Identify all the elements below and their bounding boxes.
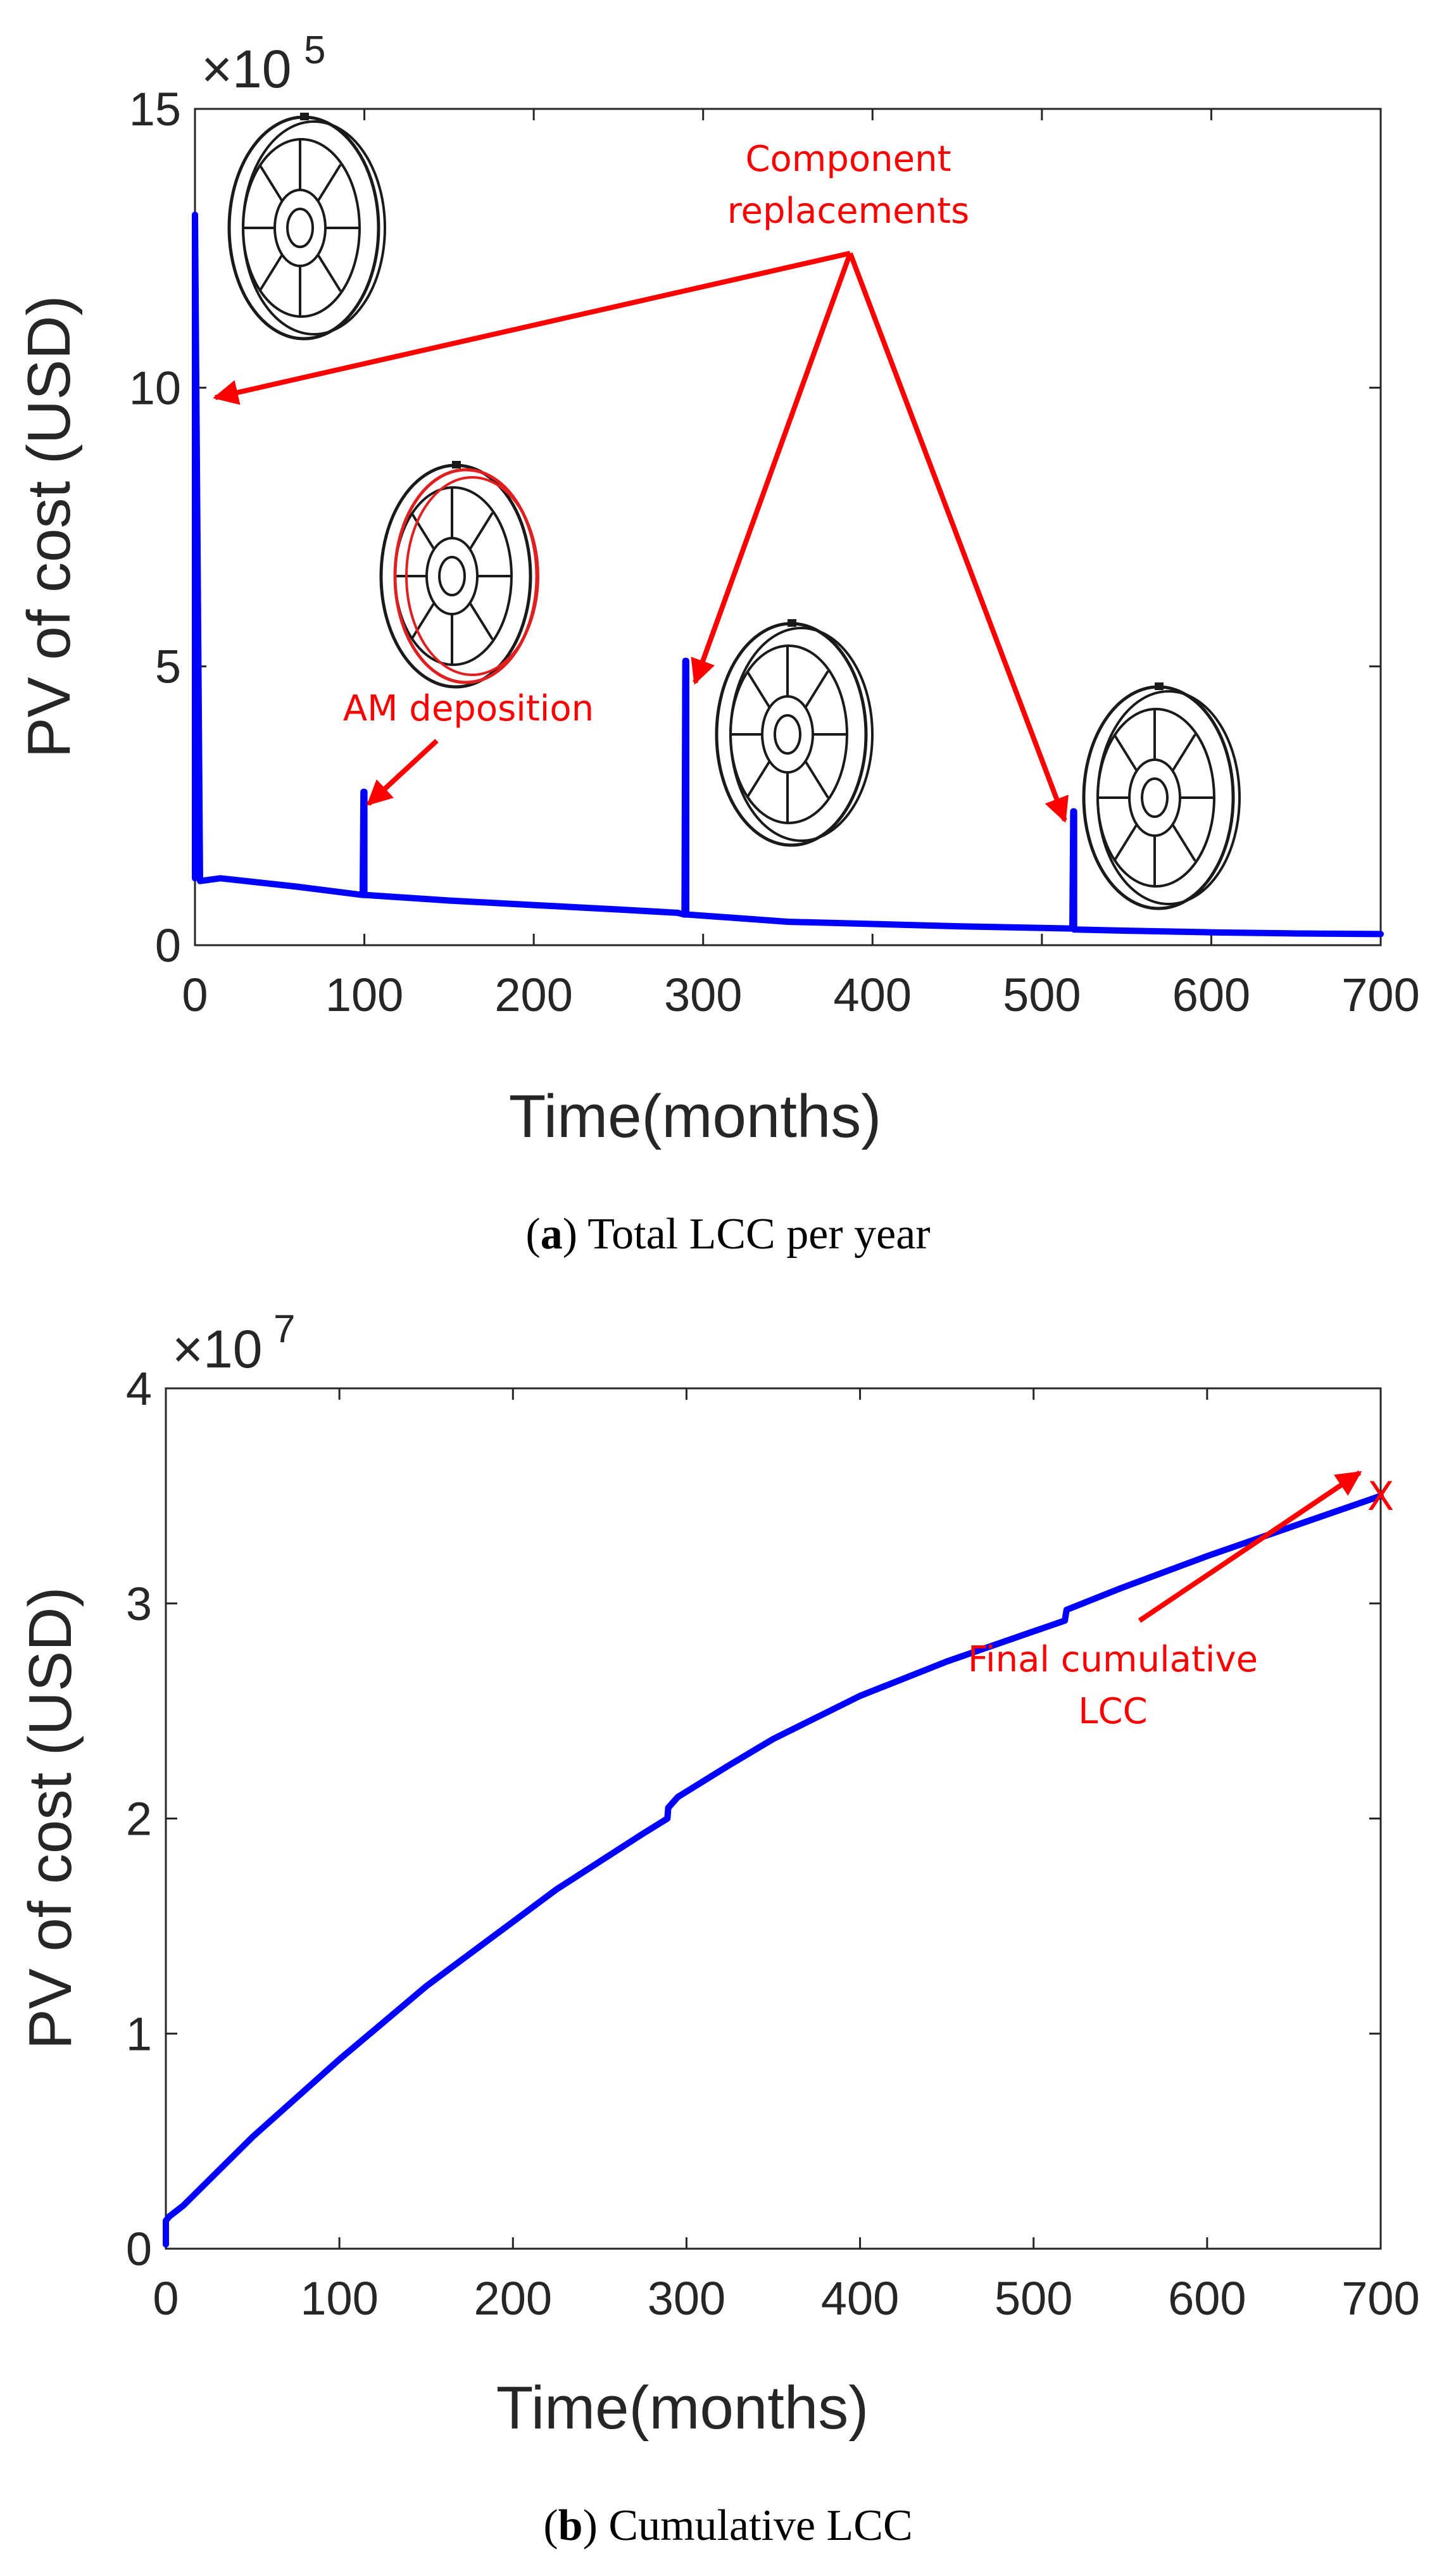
x-axis-label-a: Time(months)	[509, 1083, 882, 1150]
annotation-component-line2: replacements	[727, 191, 970, 232]
y-axis-label-a: PV of cost (USD)	[15, 296, 83, 758]
y-tick-label: 10	[129, 361, 181, 414]
wheel-illustration-icon	[229, 113, 385, 339]
y-tick-label: 4	[126, 1362, 152, 1415]
x-tick-label: 300	[648, 2272, 725, 2325]
y-exponent-base-b: ×10	[172, 1319, 263, 1379]
plot-frame-b	[165, 1387, 1382, 2250]
x-tick-label: 500	[995, 2272, 1072, 2325]
x-ticks-a: 0 100 200 300 400 500 600 700	[182, 109, 1420, 1021]
x-tick-label: 500	[1003, 969, 1081, 1021]
y-axis-label-b: PV of cost (USD)	[16, 1587, 84, 2050]
arrow-to-first-replacement	[213, 251, 851, 405]
y-ticks-b: 0 1 2 3 4	[126, 1362, 1381, 2275]
caption-b: (b) Cumulative LCC	[543, 2501, 912, 2550]
y-tick-label: 0	[126, 2223, 152, 2275]
y-tick-label: 3	[126, 1578, 152, 1630]
x-axis-label-b: Time(months)	[496, 2374, 869, 2442]
x-tick-label: 200	[494, 969, 572, 1021]
series-line-b	[163, 1492, 1384, 2248]
arrow-to-final-value	[1138, 1470, 1362, 1623]
annotation-component-line1: Component	[745, 139, 951, 180]
y-tick-label: 2	[126, 1793, 152, 1845]
y-tick-label: 0	[155, 919, 181, 972]
x-tick-label: 100	[300, 2272, 378, 2325]
x-tick-label: 200	[474, 2272, 552, 2325]
x-tick-label: 700	[1341, 969, 1419, 1021]
wheel-illustration-icon	[717, 619, 872, 845]
caption-a: (a) Total LCC per year	[525, 1210, 930, 1259]
panel-a: 0 5 10 15 0 100 200 300 400 500 600 700 ×10 5 Time…	[15, 28, 1420, 1259]
panel-b: 0 1 2 3 4 0 100 200 300 400 500 600 700 ×10 7 Time(…	[16, 1307, 1420, 2550]
final-value-marker: X	[1367, 1473, 1394, 1519]
arrow-to-second-replacement	[691, 252, 853, 685]
x-tick-label: 600	[1172, 969, 1250, 1021]
x-tick-label: 400	[821, 2272, 899, 2325]
series-line-a	[192, 211, 1384, 938]
y-tick-label: 15	[129, 83, 181, 135]
x-tick-label: 0	[153, 2272, 179, 2325]
y-tick-label: 1	[126, 2007, 152, 2060]
x-tick-label: 400	[834, 969, 912, 1021]
x-ticks-b: 0 100 200 300 400 500 600 700	[153, 1388, 1420, 2325]
y-exponent-base-a: ×10	[201, 39, 292, 99]
x-tick-label: 0	[182, 969, 208, 1021]
annotation-final-line1: Final cumulative	[968, 1639, 1258, 1680]
x-tick-label: 300	[664, 969, 742, 1021]
annotation-final-line2: LCC	[1078, 1691, 1147, 1732]
wheel-illustration-icon	[1084, 682, 1239, 908]
x-tick-label: 700	[1341, 2272, 1419, 2325]
x-tick-label: 100	[325, 969, 403, 1021]
y-tick-label: 5	[155, 641, 181, 693]
y-exponent-power-b: 7	[273, 1307, 295, 1351]
y-exponent-power-a: 5	[304, 28, 325, 72]
y-ticks-a: 0 5 10 15	[129, 83, 1381, 972]
x-tick-label: 600	[1168, 2272, 1246, 2325]
deposited-wheel-illustration-icon	[381, 461, 539, 687]
arrow-to-third-replacement	[848, 252, 1069, 823]
arrow-to-am-deposition	[367, 739, 439, 806]
annotation-am-deposition: AM deposition	[343, 688, 594, 729]
